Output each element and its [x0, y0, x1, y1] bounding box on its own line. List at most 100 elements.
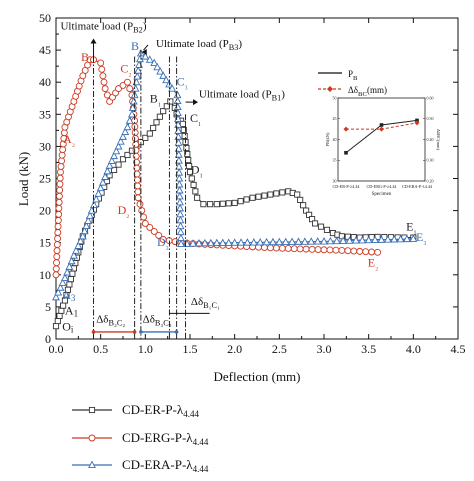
- data-point: [180, 126, 187, 133]
- inset-x-tick-label: CD-ERG-P-λ4.44: [366, 184, 397, 189]
- data-point: [281, 237, 290, 246]
- inset-y-tick-label: 45: [333, 116, 337, 121]
- data-point: [175, 197, 184, 206]
- data-point: [133, 176, 141, 184]
- inset-x-tick-label: CD-ERA-P-λ4.44: [402, 184, 433, 189]
- delta-label: ΔδB₃C₃: [143, 313, 172, 327]
- data-point: [356, 247, 364, 255]
- data-point: [345, 236, 354, 244]
- point-label: E₁: [406, 220, 416, 235]
- data-point: [186, 163, 193, 170]
- data-point: [307, 237, 316, 245]
- data-point: [230, 238, 239, 246]
- data-point: [123, 122, 132, 131]
- point-label: A₂: [63, 132, 75, 147]
- data-point: [167, 98, 174, 105]
- data-point: [59, 146, 67, 154]
- data-point: [175, 180, 184, 188]
- point-label: B₁: [150, 92, 161, 107]
- data-point: [266, 244, 274, 252]
- data-point: [52, 292, 60, 301]
- delta-label: ΔδB₂C₂: [96, 313, 125, 327]
- data-point: [294, 191, 301, 198]
- data-point: [99, 72, 107, 80]
- data-point: [55, 198, 63, 206]
- data-point: [53, 259, 60, 267]
- data-point: [176, 215, 185, 224]
- data-point: [115, 161, 122, 168]
- point-label: D₃: [157, 235, 169, 250]
- delta-end-dot: [174, 330, 179, 334]
- delta-end-dot: [91, 330, 96, 334]
- data-point: [69, 270, 76, 277]
- data-point: [231, 199, 238, 206]
- data-point: [314, 246, 322, 253]
- data-point: [54, 216, 62, 224]
- data-point: [131, 135, 139, 142]
- data-point: [358, 235, 367, 244]
- data-point: [134, 194, 142, 202]
- data-point: [131, 84, 140, 92]
- inset-legend-marker-delta: [327, 86, 333, 92]
- data-point: [111, 166, 118, 173]
- data-point: [52, 323, 60, 330]
- x-tick-label: 3.5: [361, 342, 376, 356]
- data-point: [171, 238, 179, 246]
- y-tick-label: 25: [39, 172, 51, 186]
- data-point: [326, 246, 334, 254]
- data-point: [323, 226, 331, 233]
- data-point: [146, 224, 154, 231]
- data-point: [176, 203, 185, 212]
- data-point: [243, 196, 250, 203]
- data-point: [153, 62, 162, 71]
- inset-y-label-right: ΔδBC(mm): [436, 129, 441, 151]
- inset-y-tick-label: 40: [333, 137, 337, 142]
- data-point: [219, 200, 226, 207]
- data-point: [243, 238, 252, 246]
- data-point: [69, 251, 78, 259]
- data-point: [92, 195, 101, 203]
- inset-y-tick-label-right: 0.50: [427, 116, 434, 121]
- data-point: [409, 234, 418, 242]
- point-label: B₃: [131, 39, 142, 54]
- delta-end-dot: [139, 330, 143, 334]
- x-tick-label: 0.5: [93, 342, 108, 356]
- y-tick-label: 15: [39, 236, 51, 250]
- data-point: [302, 245, 310, 253]
- data-point: [78, 231, 87, 240]
- inset-legend-label-delta: ΔδBC(mm): [348, 85, 387, 98]
- data-point: [119, 132, 127, 140]
- data-point: [150, 228, 158, 235]
- data-point: [116, 137, 125, 145]
- data-point: [67, 256, 76, 265]
- legend-label: CD-ERA-P-λ4.44: [122, 457, 209, 474]
- data-point: [121, 127, 130, 136]
- x-tick-label: 2.5: [272, 342, 287, 356]
- data-point: [58, 307, 65, 314]
- inset-y-tick-label-right: 0.40: [427, 137, 434, 142]
- delta-end-dot: [132, 330, 137, 334]
- data-point: [200, 238, 209, 247]
- data-point: [150, 124, 157, 131]
- point-label: B₂: [81, 50, 92, 65]
- data-point: [72, 246, 81, 254]
- legend-label: CD-ER-P-λ4.44: [122, 402, 199, 419]
- data-point: [338, 233, 345, 240]
- data-point: [124, 151, 131, 159]
- y-tick-label: 5: [45, 300, 51, 314]
- data-point: [54, 288, 63, 296]
- inset-y-tick-label: 50: [333, 95, 337, 100]
- data-point: [260, 244, 268, 251]
- data-point: [58, 157, 66, 165]
- data-point: [67, 276, 74, 283]
- data-point: [174, 126, 183, 134]
- inset-y-tick-label-right: 0.20: [427, 178, 434, 183]
- data-point: [168, 84, 177, 92]
- x-axis-title: Deflection (mm): [214, 369, 301, 384]
- data-point: [383, 235, 392, 243]
- data-point: [136, 200, 144, 208]
- x-tick-label: 4.0: [406, 342, 421, 356]
- data-point: [141, 52, 150, 60]
- data-point: [159, 71, 168, 79]
